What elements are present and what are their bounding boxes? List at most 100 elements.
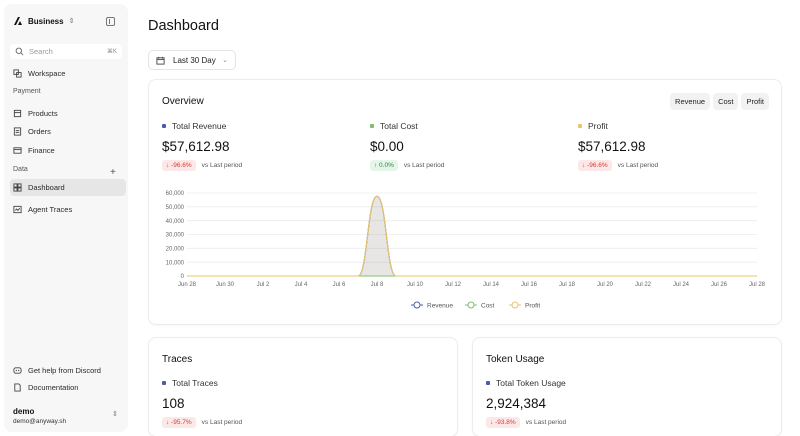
x-tick-label: Jul 14 — [483, 282, 500, 288]
legend-label: Revenue — [427, 302, 453, 309]
x-tick-label: Jun 28 — [178, 282, 197, 288]
sidebar-item-dashboard[interactable]: Dashboard — [10, 179, 126, 196]
x-tick-label: Jul 4 — [295, 282, 308, 288]
sidebar-item-label: Workspace — [28, 69, 66, 78]
docs-label: Documentation — [28, 383, 79, 392]
x-tick-label: Jul 6 — [333, 282, 346, 288]
legend-swatch-marker — [511, 301, 519, 309]
traces-title: Traces — [162, 354, 193, 365]
metric-value: 108 — [162, 396, 185, 411]
sidebar-item-label: Products — [28, 109, 58, 118]
toggle-revenue[interactable]: Revenue — [670, 93, 711, 110]
delta-compare: vs Last period — [617, 162, 659, 169]
sidebar-item-label: Dashboard — [28, 183, 65, 192]
series-area-revenue — [187, 196, 757, 276]
x-tick-label: Jul 24 — [673, 282, 690, 288]
y-tick-label: 60,000 — [166, 191, 185, 197]
series-color-swatch — [162, 124, 166, 128]
delta-compare: vs Last period — [525, 419, 567, 426]
search-placeholder: Search — [29, 47, 53, 56]
delta-badge: ↓ -96.6% — [578, 160, 612, 171]
traces-icon — [13, 205, 22, 214]
brand-name: Business — [28, 16, 64, 26]
metric-profit: Profit $57,612.98 ↓ -96.6% vs Last perio… — [578, 121, 778, 171]
sidebar-item-orders[interactable]: Orders — [10, 123, 126, 140]
sidebar-item-finance[interactable]: Finance — [10, 142, 126, 159]
legend-label: Cost — [481, 302, 495, 309]
help-discord-link[interactable]: Get help from Discord — [10, 362, 126, 379]
y-tick-label: 50,000 — [166, 205, 185, 211]
orders-icon — [13, 127, 22, 136]
search-icon — [15, 47, 24, 56]
series-line-profit — [187, 195, 758, 277]
metric-total-traces: Total Traces 108 ↓ -95.7% vs Last period — [162, 378, 242, 428]
user-email: demo@anyway.sh — [13, 418, 67, 425]
metric-total-revenue: Total Revenue $57,612.98 ↓ -96.6% vs Las… — [162, 121, 362, 171]
chevron-down-icon: ⌄ — [222, 57, 228, 64]
series-color-swatch — [486, 381, 490, 385]
overview-title: Overview — [162, 96, 204, 107]
delta-compare: vs Last period — [403, 162, 445, 169]
metric-value: 2,924,384 — [486, 396, 547, 411]
legend-swatch-marker — [413, 301, 421, 309]
y-tick-label: 10,000 — [166, 260, 185, 266]
x-tick-label: Jul 18 — [559, 282, 576, 288]
dashboard-icon — [13, 183, 22, 192]
user-name: demo — [13, 407, 35, 416]
delta-badge: ↓ -93.8% — [486, 417, 520, 428]
metric-label: Profit — [588, 121, 608, 131]
metric-label: Total Token Usage — [496, 378, 566, 388]
series-color-swatch — [370, 124, 374, 128]
sidebar-item-label: Finance — [28, 146, 55, 155]
x-tick-label: Jul 22 — [635, 282, 652, 288]
series-color-swatch — [162, 381, 166, 385]
documentation-link[interactable]: Documentation — [10, 379, 126, 396]
sidebar-item-workspace[interactable]: Workspace — [10, 65, 126, 82]
sidebar-toggle-icon[interactable] — [106, 17, 115, 26]
metric-label: Total Cost — [380, 121, 418, 131]
sidebar-item-agent-traces[interactable]: Agent Traces — [10, 201, 126, 218]
add-icon[interactable]: + — [110, 167, 116, 178]
finance-icon — [13, 147, 22, 154]
traces-card: Traces Total Traces 108 ↓ -95.7% vs Last… — [148, 337, 458, 436]
user-menu[interactable]: demo demo@anyway.sh — [13, 407, 66, 425]
discord-icon — [13, 367, 22, 374]
date-range-select[interactable]: Last 30 Day ⌄ — [148, 50, 236, 70]
delta-badge: ↓ -96.6% — [162, 160, 196, 171]
metric-value: $0.00 — [370, 139, 404, 154]
sidebar-item-products[interactable]: Products — [10, 105, 126, 122]
y-tick-label: 20,000 — [166, 247, 185, 253]
x-tick-label: Jul 26 — [711, 282, 728, 288]
metric-toggle-group: Revenue Cost Profit — [670, 93, 769, 110]
sidebar: Business ⇕ Search ⌘K Workspace Payment P… — [4, 4, 128, 432]
search-shortcut: ⌘K — [106, 49, 117, 55]
series-area-profit — [187, 196, 757, 276]
metric-value: $57,612.98 — [162, 139, 230, 154]
document-icon — [14, 383, 21, 392]
chevron-updown-icon[interactable]: ⇕ — [112, 411, 118, 418]
token-usage-title: Token Usage — [486, 354, 545, 365]
sidebar-item-label: Orders — [28, 127, 51, 136]
date-range-label: Last 30 Day — [173, 55, 216, 65]
delta-compare: vs Last period — [201, 162, 243, 169]
section-label-data: Data — [13, 166, 28, 173]
x-tick-label: Jul 12 — [445, 282, 462, 288]
metric-value: $57,612.98 — [578, 139, 646, 154]
x-tick-label: Jun 30 — [216, 282, 235, 288]
toggle-profit[interactable]: Profit — [741, 93, 769, 110]
workspace-switcher[interactable]: Business ⇕ — [13, 16, 74, 26]
y-tick-label: 0 — [181, 274, 185, 280]
chevron-updown-icon: ⇕ — [68, 18, 75, 25]
brand-logo-icon — [14, 17, 22, 25]
legend-label: Profit — [525, 302, 540, 309]
legend-swatch-marker — [467, 301, 475, 309]
series-line-revenue — [187, 195, 758, 277]
x-tick-label: Jul 16 — [521, 282, 538, 288]
x-tick-label: Jul 20 — [597, 282, 614, 288]
delta-compare: vs Last period — [201, 419, 243, 426]
search-input[interactable]: Search ⌘K — [10, 44, 122, 59]
y-tick-label: 40,000 — [166, 219, 185, 225]
toggle-cost[interactable]: Cost — [713, 93, 739, 110]
calendar-icon — [156, 56, 165, 65]
token-usage-card: Token Usage Total Token Usage 2,924,384 … — [472, 337, 782, 436]
